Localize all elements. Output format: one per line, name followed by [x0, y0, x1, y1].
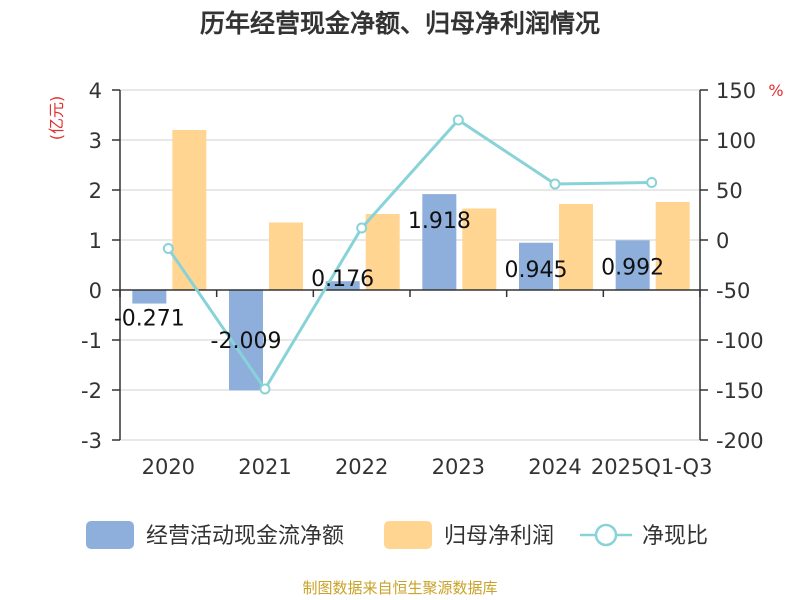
right-tick-label: -50 — [716, 279, 750, 303]
legend[interactable]: 经营活动现金流净额 归母净利润 净现比 — [86, 521, 708, 549]
ratio-point — [356, 222, 368, 234]
cash-flow-data-label: -2.009 — [211, 329, 282, 354]
legend-label-cash-flow[interactable]: 经营活动现金流净额 — [146, 524, 344, 549]
category-label: 2021 — [238, 455, 291, 479]
ratio-point — [549, 178, 561, 190]
category-label: 2024 — [528, 455, 581, 479]
left-tick-label: 3 — [89, 129, 102, 153]
legend-swatch-cash-flow[interactable] — [86, 521, 134, 549]
legend-label-net-profit[interactable]: 归母净利润 — [444, 524, 554, 549]
legend-label-ratio[interactable]: 净现比 — [642, 524, 708, 549]
category-label: 2022 — [335, 455, 388, 479]
bar-net-profit — [559, 204, 593, 290]
left-axis-unit: (亿元) — [47, 96, 66, 141]
left-tick-label: 4 — [89, 79, 102, 103]
bar-cash-flow — [615, 240, 650, 290]
bar-cash-flow — [229, 290, 263, 391]
cash-flow-data-label: 0.176 — [311, 267, 374, 292]
bar-net-profit — [655, 202, 690, 290]
left-tick-label: -2 — [81, 379, 102, 403]
right-axis-unit: % — [768, 81, 783, 100]
bar-net-profit — [269, 222, 303, 290]
right-tick-label: -150 — [716, 379, 764, 403]
left-tick-label: 2 — [89, 179, 102, 203]
ratio-line — [167, 118, 652, 392]
bar-net-profit — [462, 208, 497, 290]
bar-net-profit — [172, 130, 207, 290]
bar-cash-flow — [132, 290, 167, 304]
legend-swatch-net-profit[interactable] — [384, 521, 432, 549]
cash-flow-data-label: -0.271 — [114, 307, 185, 332]
right-tick-label: -200 — [716, 429, 764, 453]
source-note: 制图数据来自恒生聚源数据库 — [302, 579, 497, 597]
axes — [112, 89, 708, 441]
right-tick-label: 50 — [716, 179, 743, 203]
chart-title: 历年经营现金净额、归母净利润情况 — [200, 9, 600, 38]
bar-net-profit — [365, 214, 400, 290]
line-layer — [162, 114, 658, 395]
ratio-point — [452, 114, 464, 126]
left-tick-label: -1 — [81, 329, 102, 353]
left-tick-label: 1 — [89, 229, 102, 253]
ratio-point — [646, 177, 658, 188]
cash-flow-data-label: 1.918 — [408, 209, 471, 234]
legend-marker-ratio[interactable] — [594, 523, 618, 547]
cash-flow-data-label: 0.945 — [505, 258, 568, 283]
right-tick-label: -100 — [716, 329, 764, 353]
category-label: 2020 — [142, 455, 195, 479]
ratio-point — [259, 383, 271, 395]
category-label: 2025Q1-Q3 — [591, 455, 713, 479]
right-tick-label: 100 — [716, 129, 756, 153]
ratio-point — [162, 243, 174, 254]
tick-labels: 4 3 2 1 0 -1 -2 -3 150 100 50 0 -50 -100 -150 -200 2020 2… — [81, 79, 764, 479]
data-labels: -0.271 -2.009 0.176 1.918 0.945 0.992 — [114, 209, 664, 354]
right-tick-label: 0 — [716, 229, 729, 253]
bar-cash-flow — [422, 194, 457, 290]
bar-layer — [132, 130, 690, 391]
bar-cash-flow — [325, 281, 360, 290]
left-tick-label: 0 — [89, 279, 102, 303]
category-label: 2023 — [432, 455, 485, 479]
cash-flow-data-label: 0.992 — [601, 255, 664, 280]
bar-cash-flow — [519, 242, 553, 290]
left-tick-label: -3 — [81, 429, 102, 453]
right-tick-label: 150 — [716, 79, 756, 103]
